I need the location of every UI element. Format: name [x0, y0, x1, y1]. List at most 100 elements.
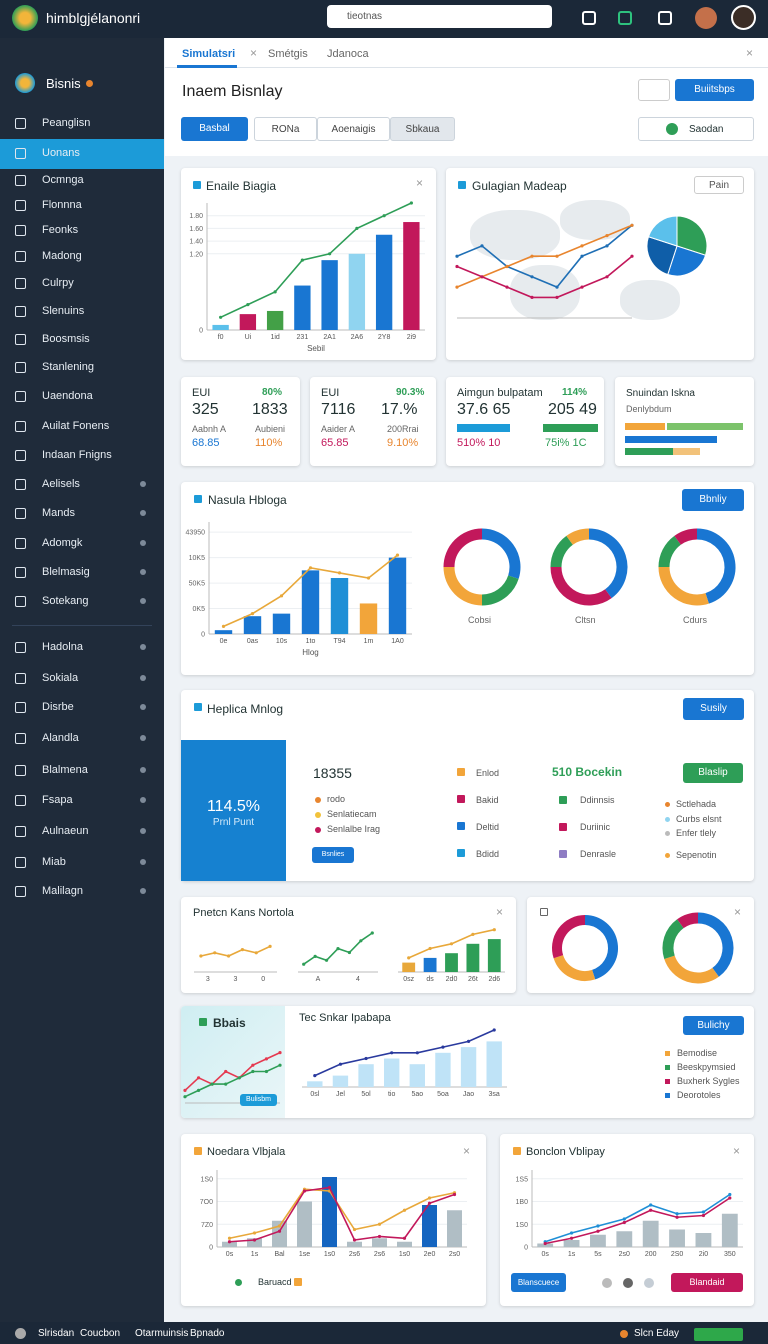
button[interactable]: Bbnliy — [682, 489, 744, 511]
toolbar-icon[interactable] — [658, 11, 672, 25]
bar — [294, 285, 311, 330]
status-dot — [620, 1330, 628, 1338]
nav-item[interactable]: Ocmnga — [42, 174, 84, 186]
nav-item[interactable]: Blalmena — [42, 764, 88, 776]
footer-link[interactable]: Slrisdan — [38, 1328, 75, 1339]
nav-item[interactable]: Mands — [42, 507, 76, 519]
button[interactable]: Blandaid — [671, 1273, 743, 1292]
line — [456, 224, 633, 288]
nav-dot — [140, 859, 146, 865]
tab[interactable]: Simulatsri — [182, 48, 236, 60]
point — [605, 244, 609, 248]
segment[interactable]: RONa — [254, 117, 317, 141]
nav-item[interactable]: Aulnaeun — [42, 825, 89, 837]
footer-link[interactable]: Bpnado — [190, 1328, 225, 1339]
stat-bar — [625, 423, 665, 430]
close-button[interactable]: × — [746, 46, 754, 60]
nav-item[interactable]: Blelmasig — [42, 566, 90, 578]
user-icon[interactable] — [695, 7, 717, 29]
nav-item[interactable]: Miab — [42, 856, 66, 868]
close-button[interactable]: × — [250, 46, 258, 60]
chart — [662, 912, 734, 984]
nav-item[interactable]: Feonks — [42, 224, 79, 236]
nav-icon — [15, 567, 26, 578]
segment[interactable]: Aoenaigis — [317, 117, 390, 141]
icon — [513, 1147, 521, 1155]
nav-item[interactable]: Hadolna — [42, 641, 83, 653]
dropdown-label[interactable]: Saodan — [689, 124, 724, 135]
avatar[interactable] — [731, 5, 756, 30]
point — [675, 1212, 679, 1216]
nav-item[interactable]: Indaan Fnigns — [42, 449, 112, 461]
footer-link[interactable]: Otarmuinsis — [135, 1328, 189, 1339]
nav-item[interactable]: Uaendona — [42, 390, 93, 402]
pager-dot[interactable] — [623, 1278, 633, 1288]
list-item: Denrasle — [580, 849, 617, 859]
nav-dot — [140, 481, 146, 487]
tab[interactable]: Smétgis — [268, 48, 308, 60]
point — [455, 285, 459, 289]
close-button[interactable]: × — [733, 1144, 741, 1158]
x-tick-label: 350 — [724, 1251, 736, 1258]
search-box[interactable] — [327, 5, 552, 28]
nav-item[interactable]: Aelisels — [42, 478, 80, 490]
button[interactable]: Susily — [683, 698, 744, 720]
nav-item[interactable]: Sokiala — [42, 672, 79, 684]
nav-item[interactable]: Alandla — [42, 732, 79, 744]
nav-item[interactable]: Malilagn — [42, 885, 83, 897]
pager-dot[interactable] — [602, 1278, 612, 1288]
card — [181, 897, 516, 993]
nav-item[interactable]: Madong — [42, 250, 82, 262]
point — [224, 1069, 228, 1074]
x-tick-label: 5ol — [361, 1091, 371, 1098]
nav-item[interactable]: Fsapa — [42, 794, 73, 806]
chart — [183, 1051, 282, 1104]
toolbar-icon[interactable] — [618, 11, 632, 25]
nav-item[interactable]: Flonnna — [42, 199, 82, 211]
nav-item[interactable]: Sotekang — [42, 595, 89, 607]
point — [530, 295, 534, 299]
y-tick-label: 1.60 — [189, 226, 203, 233]
button[interactable]: Pain — [694, 176, 744, 194]
nav-item[interactable]: Culrpy — [42, 277, 74, 289]
toolbar-icon[interactable] — [582, 11, 596, 25]
legend-dot — [665, 1079, 670, 1084]
x-tick-label: 10s — [276, 638, 288, 645]
nav-item[interactable]: Auilat Fonens — [42, 420, 110, 432]
bar — [375, 234, 393, 330]
close-button[interactable]: × — [496, 905, 504, 919]
button[interactable]: Blaslip — [683, 763, 743, 783]
dropdown[interactable] — [638, 117, 754, 141]
nav-item[interactable]: Uonans — [42, 147, 80, 159]
action-icon[interactable] — [638, 79, 670, 101]
button[interactable]: Blanscuece — [511, 1273, 566, 1292]
point — [455, 264, 459, 269]
bar — [359, 603, 378, 634]
nav-item[interactable]: Slenuins — [42, 305, 85, 317]
segment[interactable]: Sbkaua — [390, 117, 455, 141]
point — [530, 254, 534, 258]
button[interactable]: Bulichy — [683, 1016, 744, 1035]
nav-item[interactable]: Disrbe — [42, 701, 74, 713]
button[interactable]: Bsnlies — [312, 847, 354, 863]
close-button[interactable]: × — [734, 905, 742, 919]
footer-link[interactable]: Coucbon — [80, 1328, 121, 1339]
x-tick-label: 231 — [297, 334, 309, 341]
point — [183, 1088, 187, 1092]
close-button[interactable]: × — [463, 1144, 471, 1158]
search-input[interactable]: tieotnas — [347, 11, 383, 22]
nav-item[interactable]: Peanglisn — [42, 117, 91, 129]
segment[interactable]: Basbal — [181, 117, 248, 141]
close-button[interactable]: × — [416, 176, 424, 190]
nav-item[interactable]: Stanlening — [42, 361, 94, 373]
button[interactable]: Bulisbm — [240, 1094, 277, 1106]
nav-item[interactable]: Boosmsis — [42, 333, 90, 345]
legend-item: Beeskpymsied — [677, 1062, 736, 1072]
legend-item: Buxherk Sygles — [677, 1076, 740, 1086]
action-button[interactable]: Buiitsbps — [675, 79, 754, 101]
chart — [443, 528, 521, 606]
nav-item[interactable]: Adomgk — [42, 537, 83, 549]
tab[interactable]: Jdanoca — [327, 48, 369, 60]
slice — [584, 915, 618, 980]
pager-dot[interactable] — [644, 1278, 654, 1288]
